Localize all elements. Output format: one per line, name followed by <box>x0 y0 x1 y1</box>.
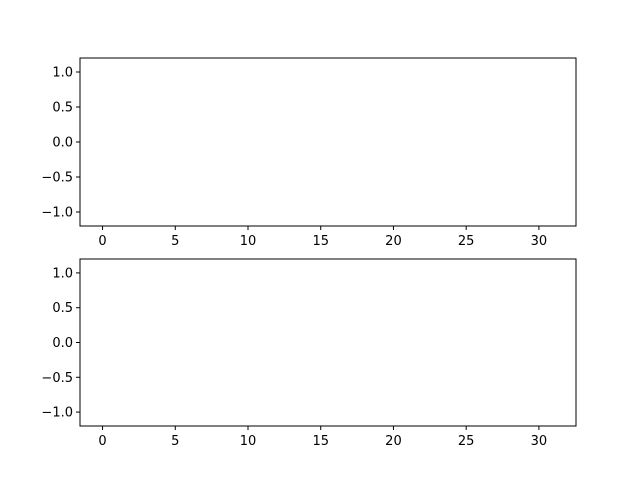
y-tick-label: −1.0 <box>41 206 73 221</box>
x-tick-label: 15 <box>312 234 329 249</box>
subplot-1: 0 5 10 15 20 25 30 −1.0 −0.5 0.0 0.5 1.0 <box>41 57 577 249</box>
x-tick-label: 30 <box>531 234 548 249</box>
x-tick-label: 25 <box>458 434 475 449</box>
x-tick-label: 30 <box>531 434 548 449</box>
axes-frame <box>79 258 577 427</box>
x-tick-label: 10 <box>240 234 257 249</box>
x-tick-label: 20 <box>385 434 402 449</box>
x-tick-label: 25 <box>458 234 475 249</box>
x-tick-label: 10 <box>240 434 257 449</box>
x-tick-label: 0 <box>98 234 106 249</box>
axes-frame <box>79 57 577 227</box>
x-tick-label: 15 <box>312 434 329 449</box>
y-tick-label: 0.0 <box>52 136 73 151</box>
y-tick-label: 1.0 <box>52 66 73 81</box>
y-tick-label: 1.0 <box>52 266 73 281</box>
y-tick-label: −0.5 <box>41 371 73 386</box>
x-tick-label: 5 <box>171 434 179 449</box>
subplot-2: 0 5 10 15 20 25 30 −1.0 −0.5 0.0 0.5 1.0 <box>41 258 577 449</box>
y-tick-label: −1.0 <box>41 406 73 421</box>
y-tick-label: 0.5 <box>52 301 73 316</box>
x-tick-label: 5 <box>171 234 179 249</box>
y-tick-label: 0.0 <box>52 336 73 351</box>
y-tick-label: −0.5 <box>41 171 73 186</box>
x-tick-label: 20 <box>385 234 402 249</box>
y-tick-label: 0.5 <box>52 101 73 116</box>
x-tick-label: 0 <box>98 434 106 449</box>
